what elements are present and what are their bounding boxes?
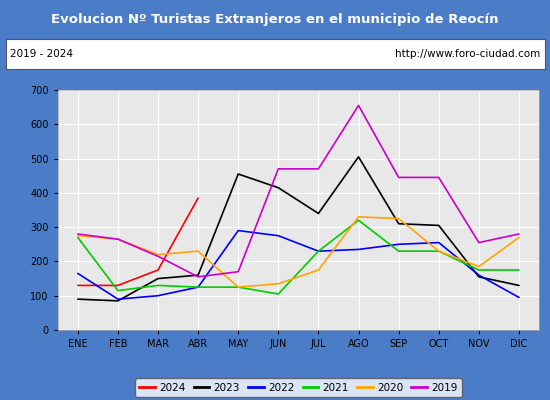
Text: Evolucion Nº Turistas Extranjeros en el municipio de Reocín: Evolucion Nº Turistas Extranjeros en el … (51, 12, 499, 26)
Text: http://www.foro-ciudad.com: http://www.foro-ciudad.com (395, 49, 540, 59)
Text: 2019 - 2024: 2019 - 2024 (10, 49, 73, 59)
Legend: 2024, 2023, 2022, 2021, 2020, 2019: 2024, 2023, 2022, 2021, 2020, 2019 (135, 378, 462, 397)
